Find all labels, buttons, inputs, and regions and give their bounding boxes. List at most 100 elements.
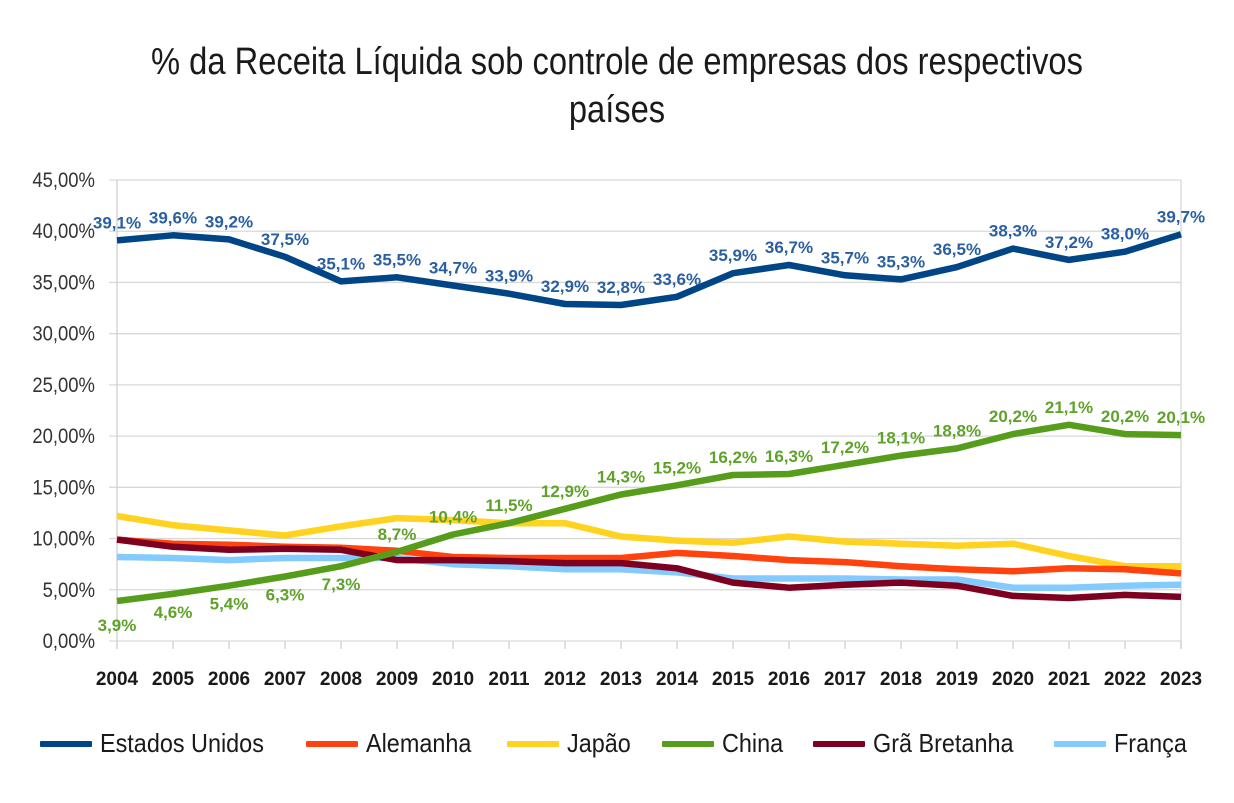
x-tick-label: 2006 xyxy=(208,669,250,690)
data-label-estados-unidos: 39,2% xyxy=(205,212,253,231)
legend-item-alemanha: Alemanha xyxy=(305,728,483,759)
legend: Estados Unidos Alemanha Japão China Grã Bret… xyxy=(0,728,1234,759)
data-label-estados-unidos: 35,3% xyxy=(877,252,925,271)
x-tick-label: 2022 xyxy=(1104,669,1146,690)
data-label-estados-unidos: 33,6% xyxy=(653,270,701,289)
data-label-estados-unidos: 39,7% xyxy=(1157,207,1205,226)
legend-label: Estados Unidos xyxy=(99,728,264,758)
data-label-estados-unidos: 32,9% xyxy=(541,277,589,296)
y-tick-label: 25,00% xyxy=(32,374,95,397)
x-tick-label: 2012 xyxy=(544,669,586,690)
legend-item-gra-bretanha: Grã Bretanha xyxy=(813,728,1029,759)
data-label-estados-unidos: 39,1% xyxy=(93,213,141,232)
data-label-estados-unidos: 37,2% xyxy=(1045,233,1093,252)
x-tick-label: 2011 xyxy=(488,669,530,690)
y-tick-label: 15,00% xyxy=(32,476,95,499)
data-label-china: 8,7% xyxy=(378,525,417,544)
legend-item-estados-unidos: Estados Unidos xyxy=(39,728,282,759)
series-line-china xyxy=(116,421,1182,605)
y-tick-label: 40,00% xyxy=(32,220,95,243)
y-tick-label: 10,00% xyxy=(32,528,95,551)
legend-swatch xyxy=(39,740,92,747)
data-label-china: 12,9% xyxy=(541,482,589,501)
data-label-china: 21,1% xyxy=(1045,398,1093,417)
data-label-estados-unidos: 38,0% xyxy=(1101,225,1149,244)
x-tick-label: 2018 xyxy=(880,669,922,690)
data-label-estados-unidos: 37,5% xyxy=(261,230,309,249)
x-tick-label: 2004 xyxy=(96,669,139,690)
data-label-china: 4,6% xyxy=(154,603,193,622)
x-tick-label: 2008 xyxy=(320,669,362,690)
data-label-estados-unidos: 35,9% xyxy=(709,246,757,265)
data-label-china: 10,4% xyxy=(429,507,477,526)
legend-label: Alemanha xyxy=(365,728,471,758)
legend-swatch xyxy=(506,740,559,747)
x-tick-label: 2016 xyxy=(768,669,810,690)
x-tick-label: 2021 xyxy=(1048,669,1091,690)
data-label-china: 11,5% xyxy=(485,496,532,515)
data-label-estados-unidos: 35,1% xyxy=(317,254,365,273)
legend-swatch xyxy=(1053,740,1106,747)
y-tick-label: 0,00% xyxy=(43,630,95,653)
data-label-estados-unidos: 35,7% xyxy=(821,248,869,267)
chart-title-line-1: % da Receita Líquida sob controle de emp… xyxy=(151,41,1083,83)
x-tick-label: 2019 xyxy=(936,669,978,690)
data-label-china: 6,3% xyxy=(266,585,305,604)
data-label-estados-unidos: 36,5% xyxy=(933,240,981,259)
series-line-franca xyxy=(116,553,1182,591)
legend-item-franca: França xyxy=(1053,728,1195,759)
data-label-estados-unidos: 34,7% xyxy=(429,259,477,278)
x-tick-label: 2015 xyxy=(712,669,755,690)
legend-item-china: China xyxy=(661,728,790,759)
legend-item-japao: Japão xyxy=(506,728,638,759)
x-tick-label: 2023 xyxy=(1160,669,1202,690)
chart-title: % da Receita Líquida sob controle de emp… xyxy=(86,38,1147,134)
axes: 0,00% 5,00% 10,00% 15,00% 20,00% 25,00% 30,00%… xyxy=(32,169,1202,690)
data-label-estados-unidos: 39,6% xyxy=(149,208,197,227)
y-tick-label: 35,00% xyxy=(32,271,95,294)
data-label-china: 15,2% xyxy=(653,458,701,477)
data-label-china: 14,3% xyxy=(597,468,645,487)
x-tick-label: 2020 xyxy=(992,669,1034,690)
data-label-china: 20,1% xyxy=(1157,408,1205,427)
y-tick-label: 30,00% xyxy=(32,323,95,346)
y-tick-label: 5,00% xyxy=(43,579,95,602)
legend-label: China xyxy=(721,728,783,758)
data-label-china: 20,2% xyxy=(1101,407,1149,426)
data-label-china: 16,2% xyxy=(709,448,757,467)
data-label-estados-unidos: 36,7% xyxy=(765,238,813,257)
y-tick-label: 20,00% xyxy=(32,425,95,448)
series-line-gra-bretanha xyxy=(116,536,1182,602)
data-label-estados-unidos: 38,3% xyxy=(989,222,1037,241)
legend-label: França xyxy=(1113,728,1187,758)
data-label-china: 5,4% xyxy=(210,595,249,614)
x-tick-label: 2013 xyxy=(600,669,642,690)
chart-title-line-2: países xyxy=(568,89,666,131)
legend-swatch xyxy=(305,740,358,747)
x-tick-label: 2014 xyxy=(656,669,699,690)
series-line-japao xyxy=(116,512,1181,570)
line-chart: 0,00% 5,00% 10,00% 15,00% 20,00% 25,00% 30,00%… xyxy=(32,169,1205,690)
legend-label: Grã Bretanha xyxy=(873,728,1014,758)
x-tick-label: 2007 xyxy=(264,669,306,690)
data-labels: 39,1% 39,6% 39,2% 37,5% 35,1% 35,5% 34,7% 33,9%… xyxy=(93,207,1205,635)
x-tick-label: 2017 xyxy=(824,669,866,690)
data-label-china: 16,3% xyxy=(765,447,813,466)
series-lines xyxy=(116,231,1182,605)
y-tick-label: 45,00% xyxy=(32,169,95,192)
series-line-estados-unidos xyxy=(116,231,1182,309)
data-label-china: 20,2% xyxy=(989,407,1037,426)
data-label-china: 18,1% xyxy=(877,429,925,448)
x-tick-label: 2005 xyxy=(152,669,195,690)
data-label-estados-unidos: 35,5% xyxy=(373,250,421,269)
data-label-estados-unidos: 33,9% xyxy=(485,267,533,286)
x-tick-label: 2010 xyxy=(432,669,474,690)
data-label-china: 18,8% xyxy=(933,421,981,440)
legend-swatch xyxy=(813,740,866,747)
data-label-china: 7,3% xyxy=(322,575,361,594)
x-tick-label: 2009 xyxy=(376,669,418,690)
data-label-china: 17,2% xyxy=(821,438,869,457)
data-label-estados-unidos: 32,8% xyxy=(597,278,645,297)
data-label-china: 3,9% xyxy=(98,616,137,635)
legend-label: Japão xyxy=(566,728,631,758)
